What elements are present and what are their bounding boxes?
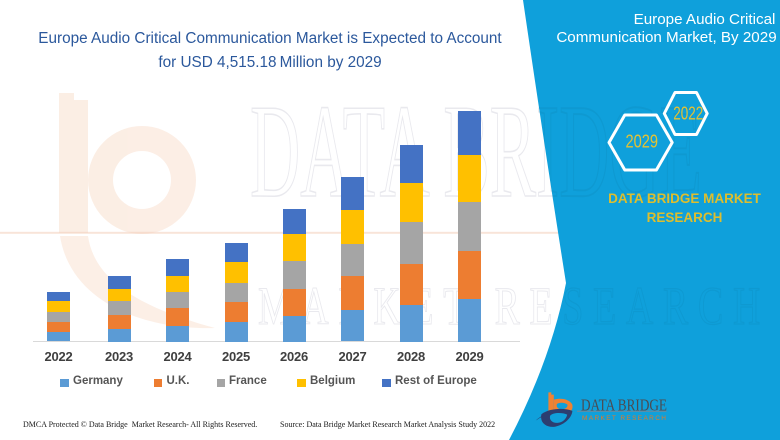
svg-text:2022: 2022 (673, 104, 703, 124)
svg-text:2029: 2029 (626, 131, 659, 152)
svg-text:DATA BRIDGE: DATA BRIDGE (581, 398, 667, 414)
svg-text:MARKET RESEARCH: MARKET RESEARCH (582, 415, 666, 422)
